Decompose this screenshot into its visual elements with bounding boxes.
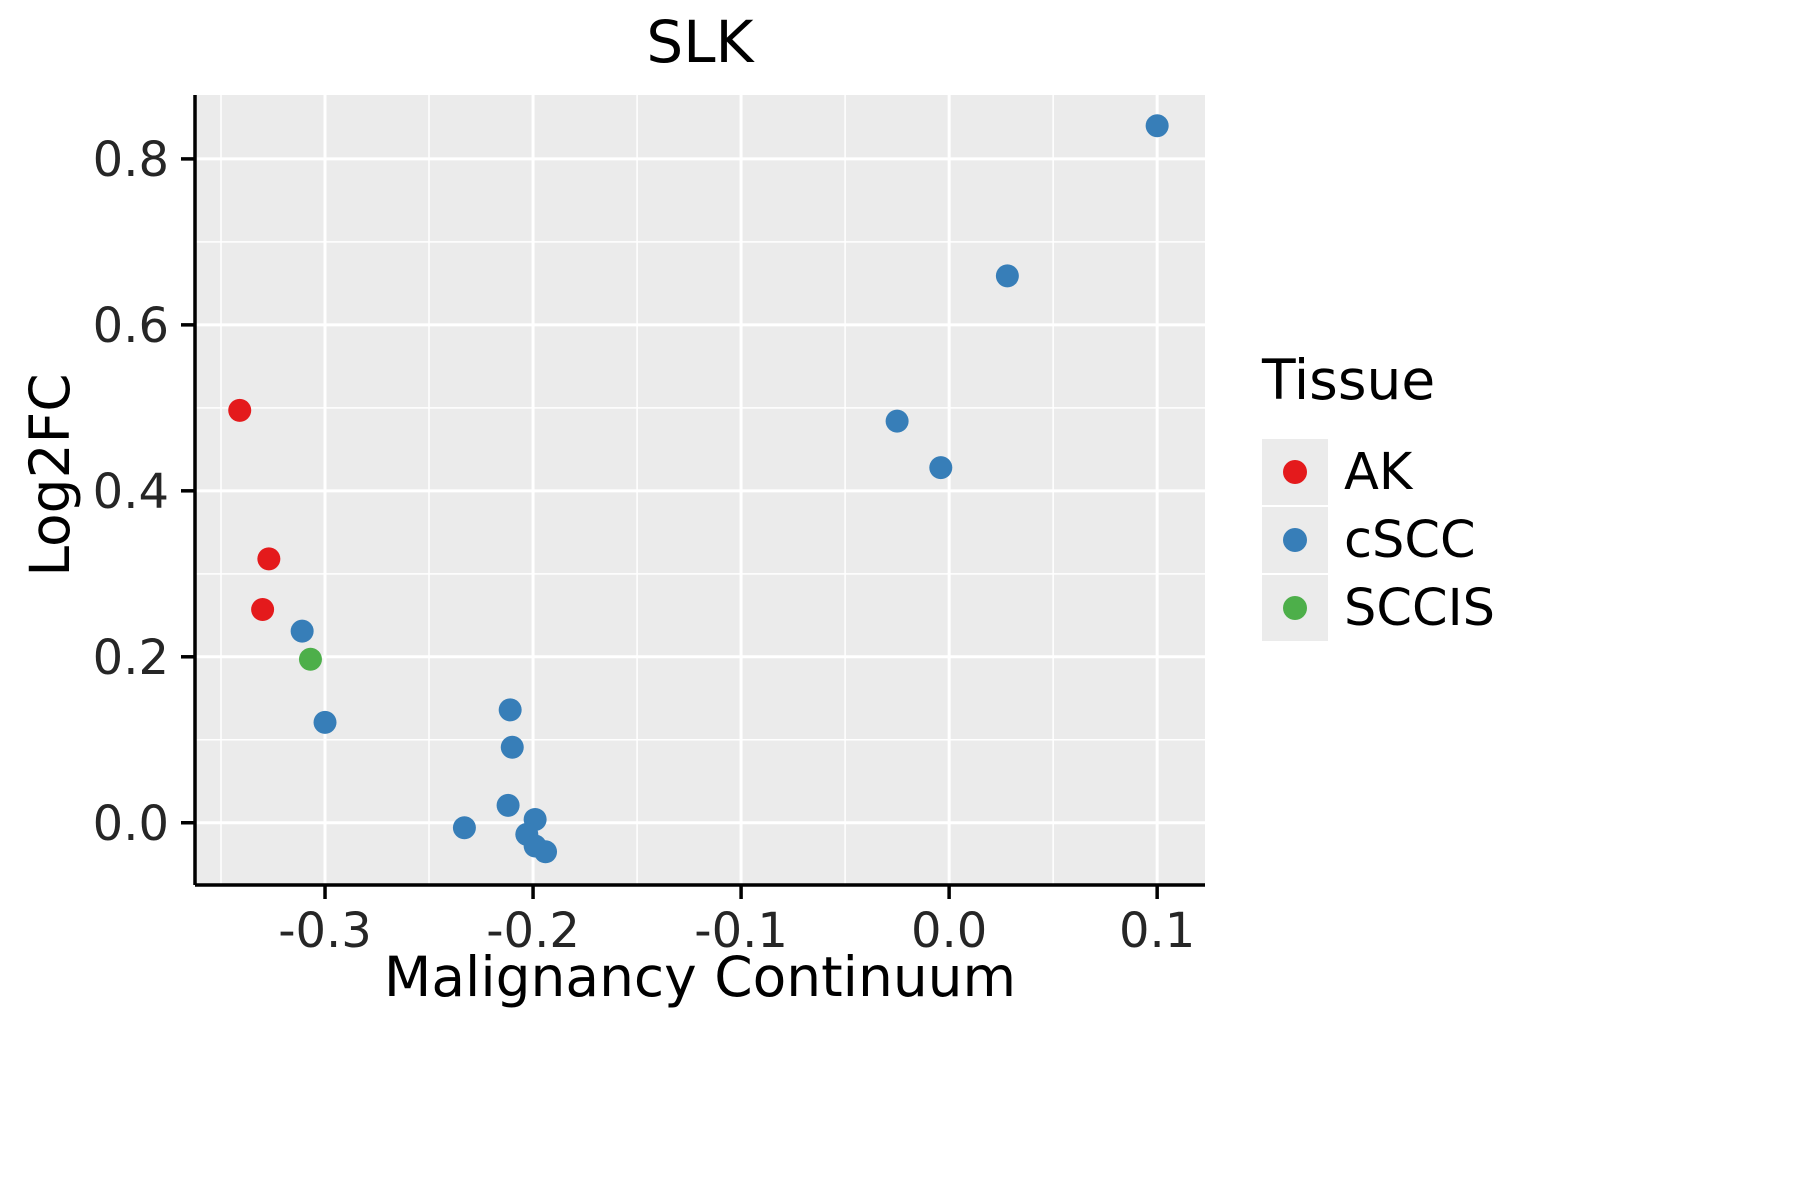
data-point-cscc [534,840,558,864]
data-point-cscc [290,619,314,643]
x-axis-label: Malignancy Continuum [383,945,1017,1009]
y-axis-label: Log2FC [18,373,82,577]
data-point-cscc [496,793,520,817]
data-point-ak [257,547,281,571]
chart-title: SLK [646,8,754,76]
data-point-cscc [498,698,522,722]
legend-label: cSCC [1344,510,1476,570]
legend-key [1262,507,1328,573]
legend-label: AK [1344,442,1413,502]
legend-key [1262,575,1328,641]
data-point-cscc [885,409,909,433]
data-point-cscc [1145,114,1169,138]
data-point-cscc [929,456,953,480]
data-point-cscc [500,735,524,759]
legend-title: Tissue [1262,348,1436,412]
x-tick-label: -0.2 [486,903,580,959]
y-tick-label: 0.0 [93,796,169,852]
x-tick-label: -0.3 [278,903,372,959]
data-point-cscc [452,816,476,840]
y-tick-label: 0.2 [93,630,169,686]
legend-dot-ak [1283,460,1307,484]
data-point-cscc [995,264,1019,288]
legend-entry-sccis: SCCIS [1262,574,1495,642]
x-tick-label: 0.0 [911,903,987,959]
y-tick-label: 0.6 [93,298,169,354]
data-point-ak [228,398,252,422]
legend-key [1262,439,1328,505]
legend-label: SCCIS [1344,578,1496,638]
legend-dot-cscc [1283,528,1307,552]
y-tick-label: 0.8 [93,132,169,188]
legend: Tissue AK cSCC SCCIS [1262,348,1495,642]
x-tick-label: 0.1 [1119,903,1195,959]
data-point-ak [251,597,275,621]
x-tick-label: -0.1 [694,903,788,959]
legend-entries: AK cSCC SCCIS [1262,438,1495,642]
legend-entry-ak: AK [1262,438,1495,506]
data-point-cscc [313,710,337,734]
legend-entry-cscc: cSCC [1262,506,1495,574]
data-point-sccis [298,647,322,671]
legend-dot-sccis [1283,596,1307,620]
y-tick-label: 0.4 [93,464,169,520]
